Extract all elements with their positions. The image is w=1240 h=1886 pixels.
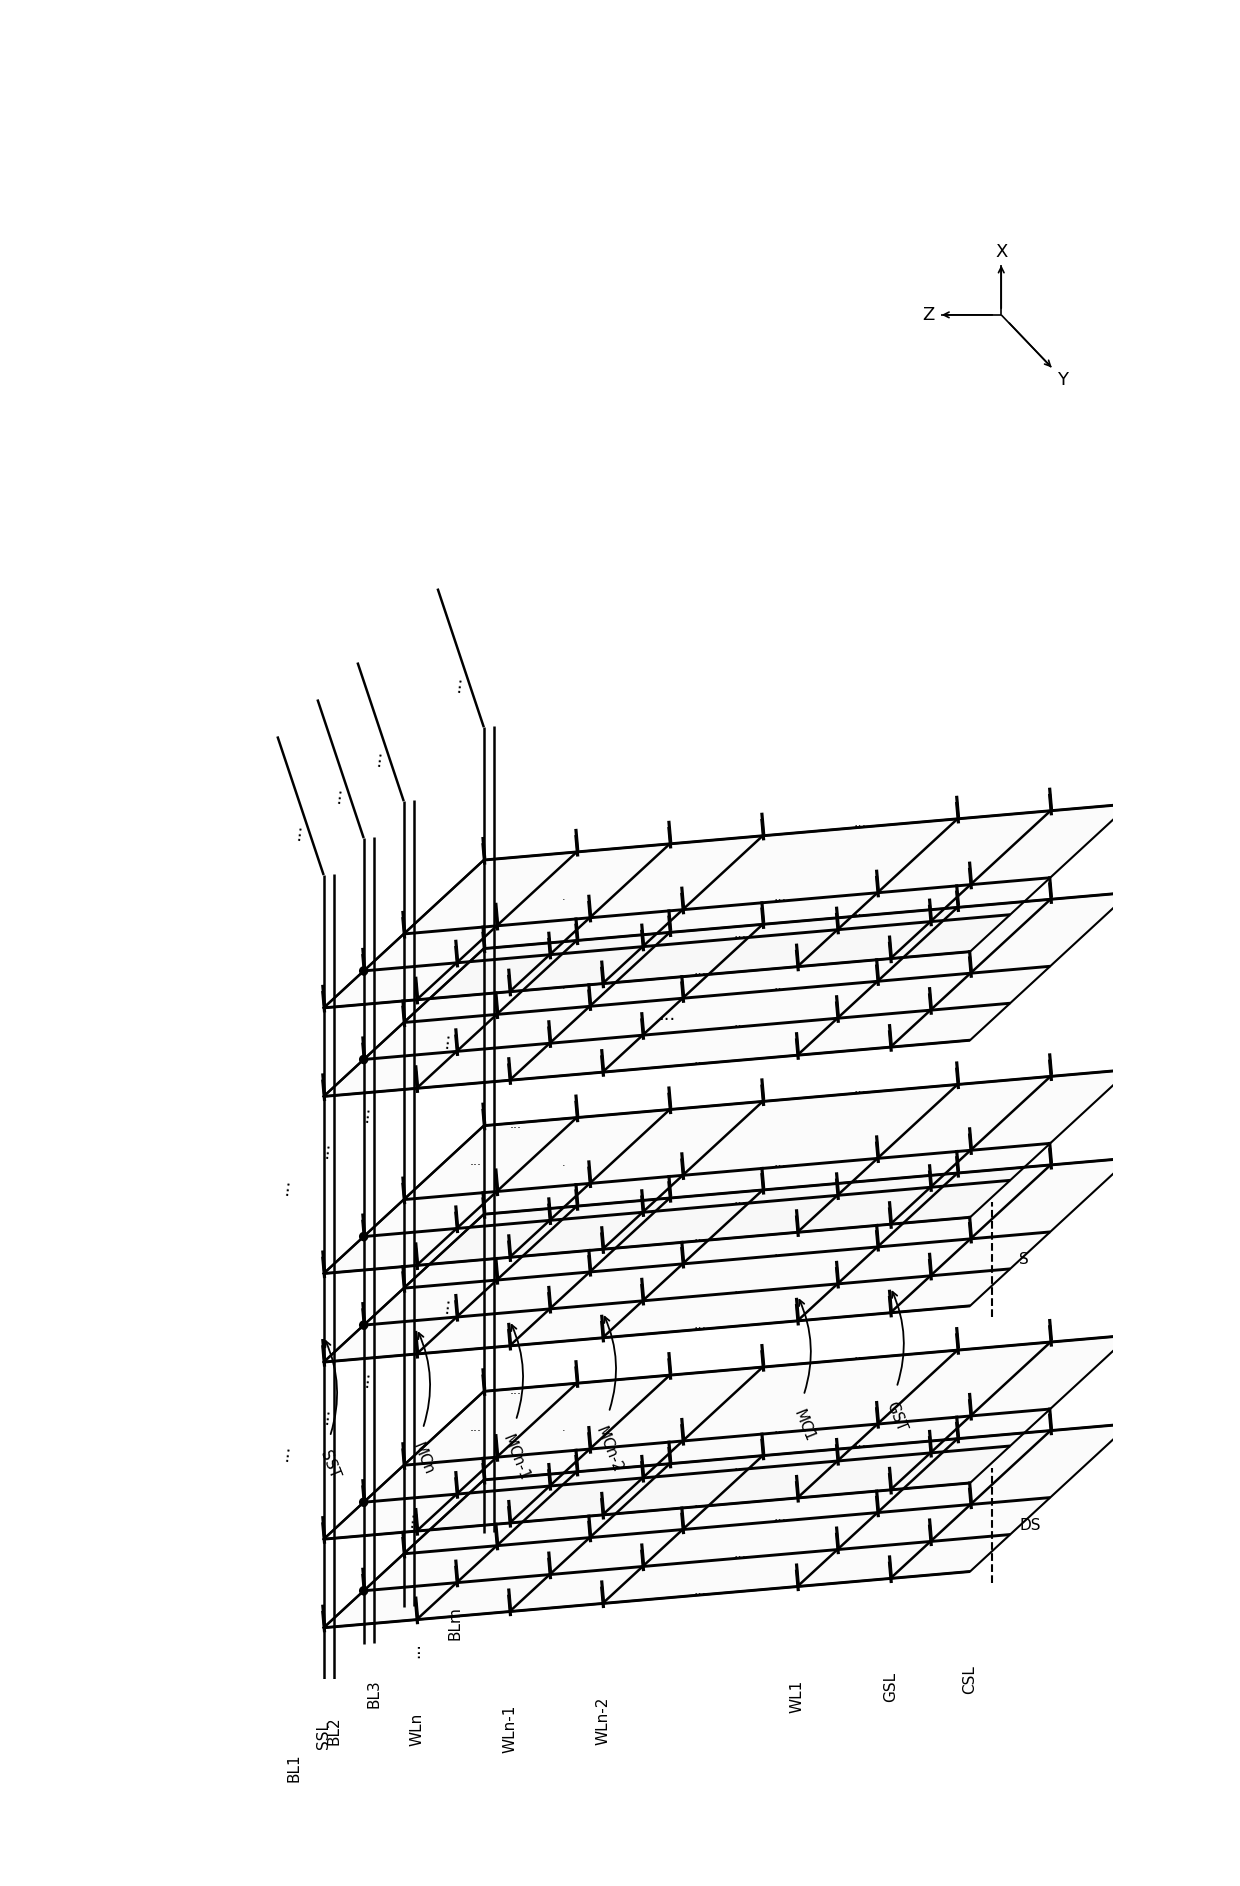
Text: SST: SST xyxy=(317,1448,342,1481)
Text: ...: ... xyxy=(734,928,746,941)
Text: ...: ... xyxy=(314,1407,334,1426)
Text: WLn: WLn xyxy=(409,1712,424,1746)
Text: MCn: MCn xyxy=(409,1441,436,1477)
Polygon shape xyxy=(324,892,1130,1096)
Text: S: S xyxy=(1019,1252,1029,1267)
Text: X: X xyxy=(994,243,1007,260)
Text: GSL: GSL xyxy=(883,1673,898,1703)
Polygon shape xyxy=(324,1424,1130,1628)
Text: ...: ... xyxy=(469,1156,481,1167)
Text: Z: Z xyxy=(923,306,934,324)
Text: ...: ... xyxy=(734,1458,746,1473)
Text: ...: ... xyxy=(774,1511,786,1524)
Text: ...: ... xyxy=(774,890,786,905)
Text: ...: ... xyxy=(326,785,346,803)
Text: ...: ... xyxy=(734,1281,746,1296)
Text: ...: ... xyxy=(853,1437,867,1450)
Text: .: . xyxy=(562,1158,565,1167)
Text: ...: ... xyxy=(693,1318,707,1333)
Circle shape xyxy=(361,1499,367,1505)
Text: ...: ... xyxy=(434,1296,454,1315)
Text: SSL: SSL xyxy=(316,1722,331,1750)
Polygon shape xyxy=(324,803,1130,1007)
Text: ...: ... xyxy=(774,1245,786,1258)
Text: BLm: BLm xyxy=(448,1605,463,1639)
Text: .: . xyxy=(562,892,565,902)
Text: ...: ... xyxy=(693,964,707,979)
Text: ...: ... xyxy=(774,979,786,992)
Text: .: . xyxy=(562,1424,565,1433)
Text: DS: DS xyxy=(1019,1518,1040,1533)
Circle shape xyxy=(361,968,367,975)
Text: MCn-2: MCn-2 xyxy=(593,1424,625,1475)
Text: ...: ... xyxy=(734,1547,746,1562)
Text: MCn-1: MCn-1 xyxy=(500,1431,532,1482)
Text: .: . xyxy=(562,1513,565,1522)
Circle shape xyxy=(361,1588,367,1594)
Text: BL1: BL1 xyxy=(286,1754,301,1782)
Text: ...: ... xyxy=(366,749,386,768)
Text: BL2: BL2 xyxy=(327,1716,342,1745)
Text: ...: ... xyxy=(693,1496,707,1509)
Text: WLn-1: WLn-1 xyxy=(502,1705,517,1754)
Text: ...: ... xyxy=(853,1171,867,1184)
Text: ...: ... xyxy=(314,1141,334,1160)
Text: ...: ... xyxy=(853,817,867,830)
Text: ...: ... xyxy=(734,1017,746,1030)
Circle shape xyxy=(361,1233,367,1239)
Text: ...: ... xyxy=(405,1643,424,1658)
Text: .: . xyxy=(562,1247,565,1256)
Text: CSL: CSL xyxy=(962,1665,977,1694)
Text: ...: ... xyxy=(693,1230,707,1245)
Text: ...: ... xyxy=(353,1369,373,1388)
Text: ...: ... xyxy=(853,905,867,918)
Text: ...: ... xyxy=(510,1384,521,1398)
Text: WLn-2: WLn-2 xyxy=(595,1697,610,1745)
Text: ...: ... xyxy=(774,1156,786,1169)
Polygon shape xyxy=(324,1335,1130,1539)
Text: ...: ... xyxy=(469,1420,481,1433)
Text: ...: ... xyxy=(693,1052,707,1067)
Circle shape xyxy=(361,1056,367,1064)
Text: ...: ... xyxy=(434,1030,454,1049)
Text: ...: ... xyxy=(734,1194,746,1207)
Text: MC1: MC1 xyxy=(790,1407,817,1443)
Text: .: . xyxy=(562,981,565,990)
Text: Y: Y xyxy=(1058,370,1069,389)
Text: ...: ... xyxy=(398,1509,418,1530)
Text: ...: ... xyxy=(657,1007,675,1024)
Text: ...: ... xyxy=(353,1103,373,1122)
Polygon shape xyxy=(324,1069,1130,1273)
Text: ...: ... xyxy=(273,1177,293,1198)
Text: ...: ... xyxy=(273,1443,293,1462)
Text: ...: ... xyxy=(285,822,305,841)
Polygon shape xyxy=(324,1158,1130,1362)
Text: ...: ... xyxy=(853,1348,867,1362)
Text: GST: GST xyxy=(884,1399,909,1433)
Text: ...: ... xyxy=(510,1118,521,1132)
Text: WL1: WL1 xyxy=(790,1680,805,1712)
Circle shape xyxy=(361,1322,367,1328)
Text: BL3: BL3 xyxy=(367,1680,382,1709)
Text: ...: ... xyxy=(774,1422,786,1435)
Text: ...: ... xyxy=(853,1083,867,1096)
Text: ...: ... xyxy=(693,1584,707,1597)
Text: ...: ... xyxy=(445,673,466,694)
